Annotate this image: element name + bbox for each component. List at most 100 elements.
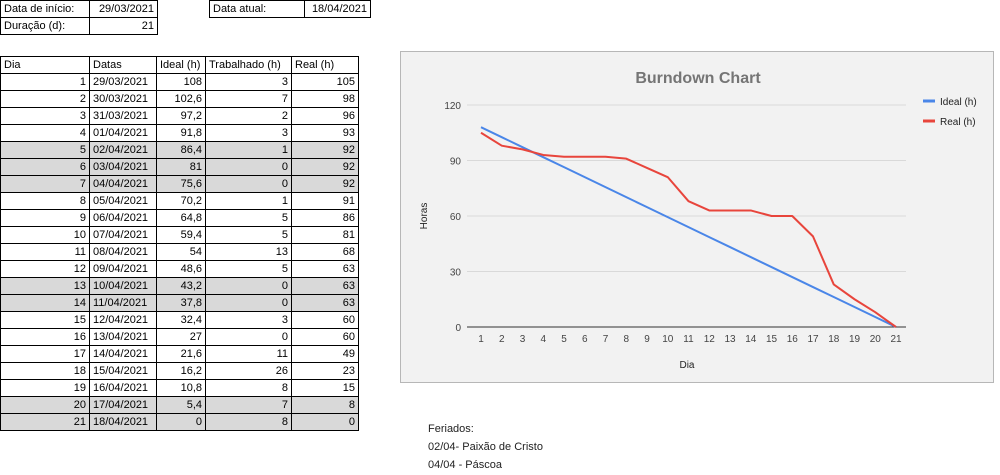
cell-ideal[interactable]: 102,6	[156, 90, 206, 108]
cell-real[interactable]: 60	[291, 311, 359, 329]
cell-ideal[interactable]: 64,8	[156, 209, 206, 227]
duration-value[interactable]: 21	[89, 17, 158, 35]
cell-trabalhado[interactable]: 5	[205, 209, 292, 227]
cell-data[interactable]: 04/04/2021	[89, 175, 157, 193]
cell-trabalhado[interactable]: 3	[205, 311, 292, 329]
cell-data[interactable]: 16/04/2021	[89, 379, 157, 397]
cell-trabalhado[interactable]: 0	[205, 328, 292, 346]
cell-dia[interactable]: 5	[0, 141, 90, 159]
cell-real[interactable]: 0	[291, 413, 359, 431]
cell-dia[interactable]: 14	[0, 294, 90, 312]
cell-dia[interactable]: 2	[0, 90, 90, 108]
cell-trabalhado[interactable]: 8	[205, 413, 292, 431]
cell-data[interactable]: 11/04/2021	[89, 294, 157, 312]
cell-data[interactable]: 30/03/2021	[89, 90, 157, 108]
cell-real[interactable]: 96	[291, 107, 359, 125]
cell-data[interactable]: 01/04/2021	[89, 124, 157, 142]
cell-ideal[interactable]: 21,6	[156, 345, 206, 363]
cell-real[interactable]: 81	[291, 226, 359, 244]
cell-ideal[interactable]: 37,8	[156, 294, 206, 312]
cell-dia[interactable]: 12	[0, 260, 90, 278]
cell-ideal[interactable]: 91,8	[156, 124, 206, 142]
cell-dia[interactable]: 13	[0, 277, 90, 295]
cell-ideal[interactable]: 0	[156, 413, 206, 431]
cell-data[interactable]: 18/04/2021	[89, 413, 157, 431]
cell-real[interactable]: 63	[291, 260, 359, 278]
cell-dia[interactable]: 15	[0, 311, 90, 329]
cell-dia[interactable]: 9	[0, 209, 90, 227]
cell-real[interactable]: 105	[291, 73, 359, 91]
cell-trabalhado[interactable]: 5	[205, 260, 292, 278]
cell-trabalhado[interactable]: 1	[205, 141, 292, 159]
cell-ideal[interactable]: 108	[156, 73, 206, 91]
cell-trabalhado[interactable]: 5	[205, 226, 292, 244]
cell-ideal[interactable]: 5,4	[156, 396, 206, 414]
cell-dia[interactable]: 4	[0, 124, 90, 142]
cell-real[interactable]: 63	[291, 277, 359, 295]
cell-trabalhado[interactable]: 7	[205, 396, 292, 414]
cell-ideal[interactable]: 10,8	[156, 379, 206, 397]
cell-ideal[interactable]: 48,6	[156, 260, 206, 278]
cell-data[interactable]: 31/03/2021	[89, 107, 157, 125]
cell-real[interactable]: 15	[291, 379, 359, 397]
cell-data[interactable]: 12/04/2021	[89, 311, 157, 329]
cell-ideal[interactable]: 86,4	[156, 141, 206, 159]
cell-trabalhado[interactable]: 7	[205, 90, 292, 108]
cell-data[interactable]: 08/04/2021	[89, 243, 157, 261]
cell-dia[interactable]: 8	[0, 192, 90, 210]
cell-trabalhado[interactable]: 2	[205, 107, 292, 125]
cell-dia[interactable]: 7	[0, 175, 90, 193]
cell-data[interactable]: 14/04/2021	[89, 345, 157, 363]
cell-ideal[interactable]: 81	[156, 158, 206, 176]
cell-trabalhado[interactable]: 1	[205, 192, 292, 210]
cell-real[interactable]: 68	[291, 243, 359, 261]
cell-real[interactable]: 8	[291, 396, 359, 414]
cell-trabalhado[interactable]: 26	[205, 362, 292, 380]
cell-ideal[interactable]: 43,2	[156, 277, 206, 295]
cell-real[interactable]: 91	[291, 192, 359, 210]
cell-dia[interactable]: 6	[0, 158, 90, 176]
cell-data[interactable]: 03/04/2021	[89, 158, 157, 176]
cell-ideal[interactable]: 75,6	[156, 175, 206, 193]
cell-dia[interactable]: 16	[0, 328, 90, 346]
cell-real[interactable]: 60	[291, 328, 359, 346]
cell-data[interactable]: 17/04/2021	[89, 396, 157, 414]
cell-data[interactable]: 07/04/2021	[89, 226, 157, 244]
cell-dia[interactable]: 20	[0, 396, 90, 414]
cell-trabalhado[interactable]: 3	[205, 124, 292, 142]
cell-data[interactable]: 02/04/2021	[89, 141, 157, 159]
cell-ideal[interactable]: 70,2	[156, 192, 206, 210]
cell-trabalhado[interactable]: 0	[205, 277, 292, 295]
cell-real[interactable]: 49	[291, 345, 359, 363]
cell-data[interactable]: 09/04/2021	[89, 260, 157, 278]
cell-real[interactable]: 86	[291, 209, 359, 227]
cell-data[interactable]: 29/03/2021	[89, 73, 157, 91]
cell-ideal[interactable]: 16,2	[156, 362, 206, 380]
cell-ideal[interactable]: 97,2	[156, 107, 206, 125]
cell-dia[interactable]: 18	[0, 362, 90, 380]
cell-trabalhado[interactable]: 0	[205, 158, 292, 176]
cell-dia[interactable]: 3	[0, 107, 90, 125]
current-date-value[interactable]: 18/04/2021	[304, 0, 371, 18]
cell-real[interactable]: 98	[291, 90, 359, 108]
cell-ideal[interactable]: 27	[156, 328, 206, 346]
cell-trabalhado[interactable]: 3	[205, 73, 292, 91]
cell-real[interactable]: 92	[291, 158, 359, 176]
cell-real[interactable]: 92	[291, 175, 359, 193]
cell-dia[interactable]: 10	[0, 226, 90, 244]
cell-trabalhado[interactable]: 11	[205, 345, 292, 363]
cell-dia[interactable]: 21	[0, 413, 90, 431]
cell-ideal[interactable]: 54	[156, 243, 206, 261]
cell-data[interactable]: 05/04/2021	[89, 192, 157, 210]
cell-ideal[interactable]: 59,4	[156, 226, 206, 244]
cell-trabalhado[interactable]: 13	[205, 243, 292, 261]
cell-ideal[interactable]: 32,4	[156, 311, 206, 329]
cell-trabalhado[interactable]: 0	[205, 294, 292, 312]
cell-real[interactable]: 63	[291, 294, 359, 312]
cell-real[interactable]: 93	[291, 124, 359, 142]
cell-dia[interactable]: 1	[0, 73, 90, 91]
cell-trabalhado[interactable]: 8	[205, 379, 292, 397]
cell-dia[interactable]: 19	[0, 379, 90, 397]
cell-real[interactable]: 92	[291, 141, 359, 159]
cell-data[interactable]: 06/04/2021	[89, 209, 157, 227]
